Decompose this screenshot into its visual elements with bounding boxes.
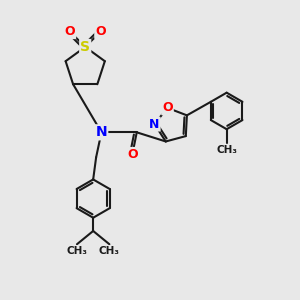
Text: S: S: [80, 40, 90, 54]
Text: O: O: [64, 25, 75, 38]
Text: O: O: [127, 148, 138, 161]
Text: CH₃: CH₃: [99, 246, 120, 256]
Text: N: N: [96, 125, 107, 139]
Text: O: O: [162, 101, 173, 114]
Text: CH₃: CH₃: [67, 246, 88, 256]
Text: CH₃: CH₃: [216, 145, 237, 155]
Text: N: N: [149, 118, 160, 130]
Text: O: O: [95, 25, 106, 38]
